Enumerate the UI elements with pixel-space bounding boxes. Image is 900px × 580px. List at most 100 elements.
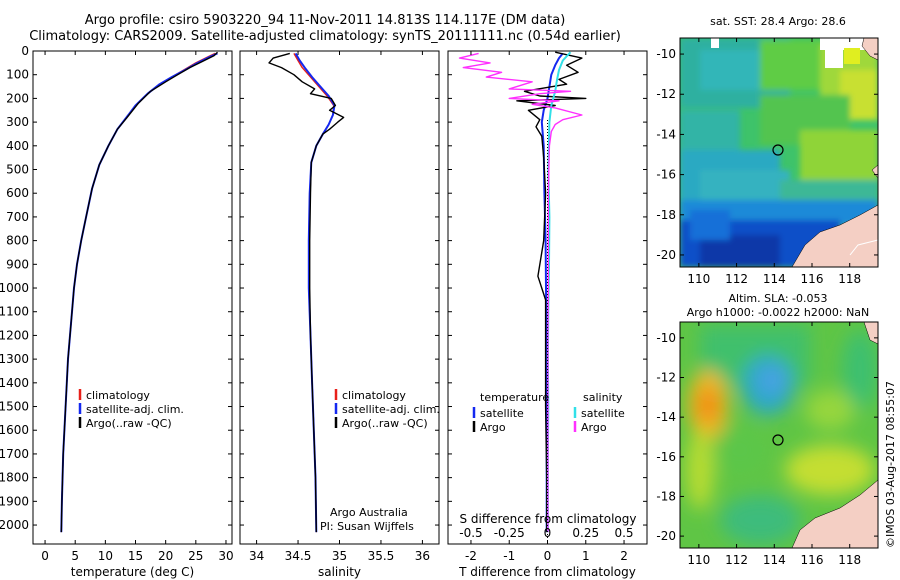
temperature-xtick-label: 10: [98, 549, 113, 563]
difference-legend-label: satellite: [581, 407, 625, 420]
salinity-xtick-label: 35: [332, 549, 347, 563]
temperature-ytick-label: 1600: [0, 423, 29, 437]
sst_map-ytick-label: -18: [656, 208, 676, 222]
temperature-xlabel: temperature (deg C): [71, 565, 194, 579]
salinity-frame: [239, 50, 440, 545]
temperature-legend-label: climatology: [86, 389, 150, 402]
temperature-ytick-label: 800: [6, 234, 29, 248]
sla_map-xtick-label: 112: [725, 553, 748, 567]
differences-series-salinity-satellite: [546, 51, 572, 533]
timestamp-stamp: ©IMOS 03-Aug-2017 08:55:07: [884, 381, 897, 548]
sst_map-ytick-label: -16: [656, 168, 676, 182]
salinity-legend-label: satellite-adj. clim.: [342, 403, 440, 416]
temperature-series-group: [60, 51, 218, 533]
salinity-panel: 34 34.5 35 35.5 36 salinity climatologysatelli…: [239, 50, 440, 579]
temperature-xtick-label: 5: [71, 549, 79, 563]
sst_map-xtick-label: 118: [838, 272, 861, 286]
sla_map-xtick-label: 118: [838, 553, 861, 567]
sst_map-ytick-label: -12: [656, 87, 676, 101]
salinity-xtick-label: 35.5: [368, 549, 395, 563]
temperature-ytick-label: 300: [6, 115, 29, 129]
sst-map-argo-marker: [772, 144, 784, 156]
temperature-ytick-label: 2000: [0, 518, 29, 532]
temperature-ytick-label: 1800: [0, 471, 29, 485]
differences-xtick-label: 1: [582, 549, 590, 563]
salinity-series-argo-raw-qc: [268, 52, 345, 533]
sla-map-argo-marker: [772, 434, 784, 446]
differences-xtick-label: 0: [544, 549, 552, 563]
sst-map-field: [680, 38, 878, 267]
differences-series-salinity-argo: [458, 52, 583, 533]
difference-top-tick-label: -0.25: [494, 526, 525, 540]
salinity-note-2: PI: Susan Wijffels: [320, 520, 414, 533]
sst_map-ytick-label: -10: [656, 47, 676, 61]
difference-panel: -2 -1 0 1 2 T difference from climatology -0.5…: [447, 50, 648, 579]
difference-top-tick-label: 0: [544, 526, 552, 540]
sst_map-xtick-label: 112: [725, 272, 748, 286]
sst_map-ytick-label: -20: [656, 248, 676, 262]
salinity-xtick-label: 34: [249, 549, 264, 563]
temperature-ytick-label: 1500: [0, 400, 29, 414]
sla_map-xtick-label: 116: [801, 553, 824, 567]
difference-legend-label: satellite: [480, 407, 524, 420]
sst_map-xtick-label: 110: [687, 272, 710, 286]
temperature-xtick-label: 30: [218, 549, 233, 563]
differences-xtick-label: 2: [620, 549, 628, 563]
differences-series-temperature-argo: [516, 51, 587, 533]
difference-legend-label: Argo: [480, 421, 506, 434]
sla-map-subtitle: Argo h1000: -0.0022 h2000: NaN: [687, 306, 870, 319]
sst_map-xtick-label: 114: [763, 272, 786, 286]
sla_map-ytick-label: -14: [656, 410, 676, 424]
sst_map-xtick-label: 116: [801, 272, 824, 286]
differences-xlabel: T difference from climatology: [458, 565, 636, 579]
salinity-xtick-label: 34.5: [285, 549, 312, 563]
difference-top-xlabel: S difference from climatology: [460, 512, 637, 526]
temperature-ytick-label: 100: [6, 68, 29, 82]
temperature-ytick-label: 400: [6, 139, 29, 153]
sla-map-title: Altim. SLA: -0.053: [728, 292, 827, 305]
differences-series-group: [458, 51, 587, 533]
sla-map-field: [680, 322, 878, 548]
difference-legend-label: Argo: [581, 421, 607, 434]
difference-legend-title-temperature: temperature: [480, 391, 549, 404]
sst-map-axes: 110 112 114 116 118 -10 -12 -14 -16 -18 -20: [656, 38, 878, 286]
sla_map-ytick-label: -12: [656, 371, 676, 385]
sla_map-xtick-label: 114: [763, 553, 786, 567]
temperature-ytick-label: 1100: [0, 305, 29, 319]
temperature-xtick-label: 15: [128, 549, 143, 563]
temperature-xtick-label: 0: [41, 549, 49, 563]
difference-top-tick-label: -0.5: [459, 526, 482, 540]
sla_map-ytick-label: -16: [656, 450, 676, 464]
temperature-ytick-label: 0: [21, 44, 29, 58]
temperature-series-argo-raw-qc: [60, 51, 218, 533]
sla_map-ytick-label: -20: [656, 529, 676, 543]
header-line-1: Argo profile: csiro 5903220_94 11-Nov-20…: [84, 13, 566, 28]
sst_map-ytick-label: -14: [656, 127, 676, 141]
salinity-legend-label: Argo(..raw -QC): [342, 417, 428, 430]
temperature-legend-label: Argo(..raw -QC): [86, 417, 172, 430]
temperature-ytick-label: 1300: [0, 352, 29, 366]
sla-map-axes: 110 112 114 116 118 -10 -12 -14 -16 -18 -20: [656, 322, 878, 567]
sla-map-panel: Altim. SLA: -0.053 Argo h1000: -0.0022 h…: [656, 292, 879, 567]
temperature-ytick-label: 1700: [0, 447, 29, 461]
difference-top-tick-label: 0.5: [614, 526, 633, 540]
sla_map-ytick-label: -10: [656, 331, 676, 345]
temperature-ytick-label: 1900: [0, 494, 29, 508]
sst-map-panel: sat. SST: 28.4 Argo: 28.6 110 112 114 116 11…: [656, 15, 879, 286]
differences-series-temperature-satellite: [540, 52, 564, 533]
salinity-xtick-label: 36: [415, 549, 430, 563]
salinity-note-1: Argo Australia: [330, 506, 408, 519]
difference-legend-title-salinity: salinity: [583, 391, 623, 404]
temperature-legend-label: satellite-adj. clim.: [86, 403, 184, 416]
sla_map-ytick-label: -18: [656, 489, 676, 503]
temperature-ytick-label: 900: [6, 257, 29, 271]
temperature-ytick-label: 700: [6, 210, 29, 224]
temperature-ytick-label: 500: [6, 163, 29, 177]
header-line-2: Climatology: CARS2009. Satellite-adjuste…: [29, 29, 621, 44]
differences-xtick-label: -1: [503, 549, 515, 563]
difference-top-tick-label: 0.25: [572, 526, 599, 540]
temperature-ytick-label: 600: [6, 186, 29, 200]
temperature-ytick-label: 1400: [0, 376, 29, 390]
temperature-series-satellite-adj-clim: [60, 52, 218, 533]
